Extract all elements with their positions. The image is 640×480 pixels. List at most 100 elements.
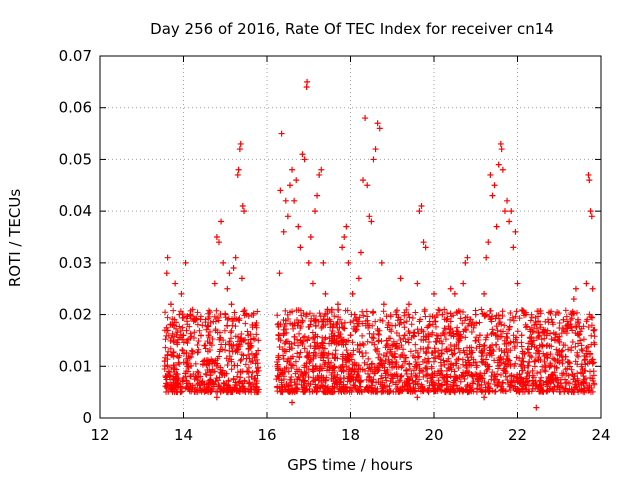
data-point <box>343 223 350 230</box>
density-marker <box>514 339 521 346</box>
density-marker <box>462 334 469 341</box>
density-marker <box>398 352 405 359</box>
density-marker <box>424 371 431 378</box>
data-point <box>170 321 177 328</box>
density-marker <box>499 312 506 319</box>
data-point <box>197 373 204 380</box>
data-point <box>564 321 571 328</box>
data-point <box>314 192 321 199</box>
density-marker <box>586 382 593 389</box>
density-marker <box>195 369 202 376</box>
density-marker <box>570 376 577 383</box>
density-marker <box>414 326 421 333</box>
density-marker <box>221 327 228 334</box>
y-tick-label: 0.01 <box>59 357 92 375</box>
density-marker <box>289 321 296 328</box>
density-marker <box>437 332 444 339</box>
data-point <box>501 208 508 215</box>
density-marker <box>364 361 371 368</box>
density-marker <box>563 330 570 337</box>
density-marker <box>334 371 341 378</box>
density-marker <box>308 317 315 324</box>
density-marker <box>161 366 168 373</box>
density-marker <box>451 345 458 352</box>
density-marker <box>560 341 567 348</box>
density-marker <box>195 348 202 355</box>
density-marker <box>504 377 511 384</box>
density-marker <box>389 352 396 359</box>
density-marker <box>473 371 480 378</box>
density-marker <box>314 372 321 379</box>
density-marker <box>573 383 580 390</box>
data-point <box>579 347 586 354</box>
density-marker <box>564 358 571 365</box>
density-marker <box>313 322 320 329</box>
density-marker <box>451 377 458 384</box>
density-marker <box>359 320 366 327</box>
density-marker <box>385 372 392 379</box>
density-marker <box>590 368 597 375</box>
density-marker <box>364 370 371 377</box>
density-marker <box>209 335 216 342</box>
density-marker <box>460 369 467 376</box>
density-marker <box>525 340 532 347</box>
density-marker <box>447 318 454 325</box>
density-marker <box>553 364 560 371</box>
density-marker <box>401 312 408 319</box>
density-marker <box>420 373 427 380</box>
data-point <box>504 197 511 204</box>
density-marker <box>412 378 419 385</box>
density-marker <box>443 345 450 352</box>
density-marker <box>535 348 542 355</box>
density-marker <box>179 315 186 322</box>
density-marker <box>541 328 548 335</box>
density-marker <box>194 368 201 375</box>
density-marker <box>519 307 526 314</box>
data-point <box>572 285 579 292</box>
density-marker <box>331 313 338 320</box>
density-marker <box>203 371 210 378</box>
density-marker <box>499 380 506 387</box>
data-point <box>253 368 260 375</box>
density-marker <box>380 352 387 359</box>
density-marker <box>523 374 530 381</box>
density-marker <box>346 374 353 381</box>
density-marker <box>229 315 236 322</box>
density-marker <box>334 320 341 327</box>
density-marker <box>418 381 425 388</box>
density-marker <box>510 317 517 324</box>
density-marker <box>545 316 552 323</box>
density-marker <box>296 353 303 360</box>
density-marker <box>589 375 596 382</box>
density-marker <box>208 369 215 376</box>
y-tick-label: 0.05 <box>59 150 92 168</box>
density-marker <box>212 357 219 364</box>
data-point <box>575 316 582 323</box>
density-marker <box>559 360 566 367</box>
density-marker <box>299 317 306 324</box>
density-marker <box>236 389 243 396</box>
density-marker <box>397 316 404 323</box>
x-tick-label: 12 <box>90 426 109 444</box>
density-marker <box>295 342 302 349</box>
data-point <box>514 280 521 287</box>
density-marker <box>504 361 511 368</box>
density-marker <box>462 314 469 321</box>
density-marker <box>534 370 541 377</box>
data-point <box>213 234 220 240</box>
density-marker <box>507 309 514 316</box>
density-marker <box>590 380 597 387</box>
density-marker <box>541 358 548 365</box>
data-point <box>401 332 408 339</box>
density-marker <box>237 357 244 364</box>
data-point <box>588 213 595 220</box>
data-point <box>224 285 231 292</box>
data-point <box>416 208 423 215</box>
density-marker <box>482 384 489 391</box>
density-marker <box>282 386 289 393</box>
density-marker <box>487 307 494 314</box>
data-point <box>364 182 371 189</box>
density-marker <box>554 382 561 389</box>
density-marker <box>332 354 339 361</box>
density-marker <box>560 370 567 377</box>
